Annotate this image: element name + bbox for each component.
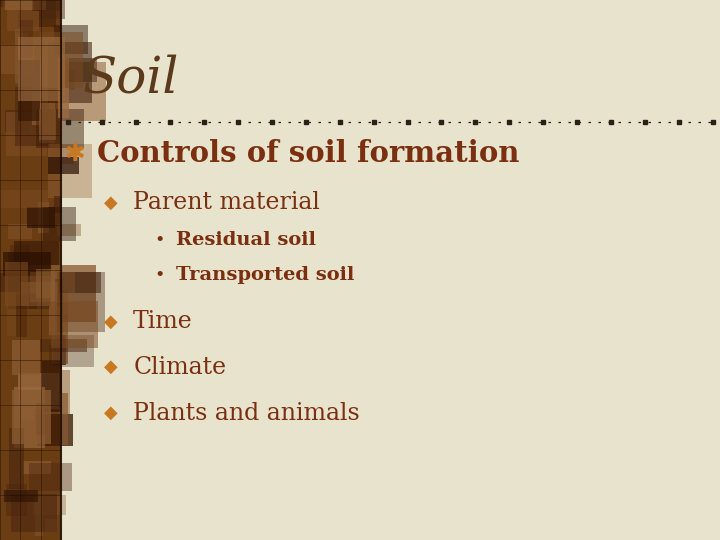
- Bar: [60, 370, 71, 414]
- Bar: [12, 340, 40, 375]
- Text: •: •: [155, 266, 165, 285]
- Bar: [55, 279, 63, 340]
- Bar: [50, 335, 94, 367]
- Text: ◆: ◆: [104, 358, 118, 376]
- Bar: [0, 0, 61, 540]
- Bar: [18, 373, 59, 409]
- Bar: [33, 0, 60, 11]
- Bar: [49, 307, 62, 346]
- Bar: [0, 273, 21, 292]
- Bar: [5, 0, 34, 10]
- Bar: [33, 495, 66, 515]
- Bar: [48, 43, 91, 103]
- Bar: [35, 497, 42, 536]
- Bar: [50, 144, 74, 164]
- Bar: [51, 265, 96, 321]
- Bar: [9, 428, 24, 489]
- Bar: [59, 58, 96, 82]
- Bar: [60, 393, 68, 446]
- Text: Soil: Soil: [83, 53, 179, 103]
- Bar: [8, 224, 32, 239]
- Bar: [37, 109, 84, 148]
- Bar: [32, 0, 42, 11]
- Text: ◆: ◆: [104, 193, 118, 212]
- Bar: [42, 361, 63, 412]
- Bar: [53, 335, 66, 365]
- Bar: [22, 391, 34, 420]
- Bar: [14, 29, 23, 84]
- Text: Residual soil: Residual soil: [176, 231, 316, 249]
- Text: Plants and animals: Plants and animals: [133, 402, 360, 424]
- Bar: [3, 252, 51, 276]
- Bar: [45, 519, 57, 532]
- Bar: [59, 70, 75, 91]
- Bar: [18, 60, 40, 121]
- Bar: [54, 25, 88, 54]
- Bar: [40, 339, 86, 352]
- Bar: [37, 202, 49, 233]
- Bar: [20, 20, 33, 58]
- Bar: [60, 288, 68, 318]
- Bar: [48, 144, 91, 198]
- Bar: [52, 315, 68, 364]
- Bar: [33, 0, 66, 19]
- Bar: [59, 272, 102, 293]
- Bar: [16, 295, 27, 337]
- Bar: [50, 301, 98, 348]
- Text: •: •: [155, 231, 165, 249]
- Bar: [4, 0, 45, 10]
- Bar: [10, 245, 30, 272]
- Text: Transported soil: Transported soil: [176, 266, 355, 285]
- Bar: [30, 272, 75, 301]
- Bar: [7, 292, 17, 336]
- Bar: [36, 403, 46, 435]
- Text: ◆: ◆: [104, 312, 118, 330]
- Text: Time: Time: [133, 310, 193, 333]
- Bar: [58, 224, 81, 236]
- Bar: [6, 112, 47, 156]
- Bar: [4, 490, 38, 502]
- Bar: [48, 157, 78, 174]
- Bar: [18, 37, 65, 101]
- Text: Climate: Climate: [133, 356, 226, 379]
- Bar: [40, 32, 84, 88]
- Text: Controls of soil formation: Controls of soil formation: [97, 139, 520, 168]
- Bar: [36, 269, 55, 298]
- Bar: [14, 387, 45, 449]
- Bar: [29, 293, 37, 309]
- Bar: [12, 390, 50, 444]
- Bar: [6, 0, 39, 31]
- Bar: [9, 252, 50, 309]
- Bar: [57, 272, 104, 332]
- Bar: [0, 190, 48, 208]
- Text: ✱: ✱: [65, 142, 86, 166]
- Bar: [11, 494, 57, 532]
- Bar: [58, 57, 69, 118]
- Bar: [23, 462, 51, 474]
- Bar: [0, 0, 37, 7]
- Bar: [1, 45, 34, 74]
- Bar: [30, 463, 71, 491]
- Text: ◆: ◆: [104, 404, 118, 422]
- Bar: [19, 0, 56, 26]
- Bar: [59, 62, 106, 122]
- Bar: [32, 60, 41, 125]
- Bar: [15, 87, 49, 146]
- Bar: [54, 196, 62, 213]
- Bar: [20, 281, 58, 306]
- Bar: [43, 207, 76, 241]
- Bar: [39, 103, 55, 143]
- Bar: [37, 414, 73, 446]
- Bar: [15, 32, 28, 82]
- Bar: [4, 262, 29, 306]
- Bar: [5, 110, 30, 132]
- Text: Parent material: Parent material: [133, 191, 320, 214]
- Bar: [27, 207, 55, 228]
- Bar: [40, 109, 56, 140]
- Bar: [6, 484, 27, 516]
- Bar: [14, 241, 60, 265]
